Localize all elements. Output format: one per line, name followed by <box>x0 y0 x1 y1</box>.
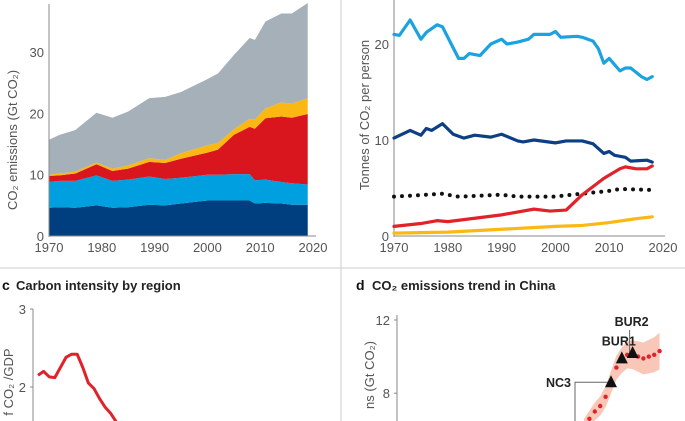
panel-a-x-tick: 1990 <box>140 240 169 255</box>
panel-a-area-series-1 <box>49 200 308 236</box>
panel-d-triangle-marker <box>615 351 628 364</box>
panel-b-line-series-5 <box>392 215 654 235</box>
panel-d-data-point <box>646 354 651 359</box>
panel-d-annotation-label: NC3 <box>546 376 571 390</box>
panel-a-area-series-5 <box>49 3 308 175</box>
panel-d-uncertainty-band <box>584 332 660 421</box>
panel-a-ylabel: CO₂ emissions (Gt CO₂) <box>5 70 20 210</box>
panel-d-y-tick: 8 <box>383 386 390 401</box>
panel-b-line-series-1 <box>392 18 654 82</box>
panel-b-y-tick: 20 <box>375 37 389 52</box>
panel-b-y-tick: 10 <box>375 133 389 148</box>
panel-c-title: Carbon intensity by region <box>16 278 181 293</box>
panel-b-line-series-2 <box>392 122 654 164</box>
panel-a-area-series-2 <box>49 174 308 208</box>
panel-a-x-tick: 2010 <box>246 240 275 255</box>
panel-d-data-point <box>652 352 657 357</box>
panel-a-x-tick: 1980 <box>87 240 116 255</box>
panel-a-area-series-3 <box>49 114 308 185</box>
panel-d-data-point <box>657 348 662 354</box>
panel-c-line-series-1 <box>37 352 118 421</box>
panel-b-x-tick: 2020 <box>649 240 678 255</box>
panel-b-x-tick: 1990 <box>487 240 516 255</box>
panel-c-letter: c <box>2 277 10 293</box>
panel-a-x-tick: 1970 <box>35 240 64 255</box>
panel-b-x-tick: 2000 <box>541 240 570 255</box>
panel-d-data-point <box>598 403 603 409</box>
panel-d-y-tick: 12 <box>376 313 390 328</box>
panel-a-y-tick: 20 <box>30 106 44 121</box>
panel-b-x-tick: 1970 <box>380 240 409 255</box>
panel-d-annotation-leader <box>574 381 611 421</box>
panel-b-x-tick: 1980 <box>433 240 462 255</box>
panel-d-data-point <box>641 356 646 361</box>
panel-a-x-tick: 2020 <box>299 240 328 255</box>
panel-d-annotation-label: BUR2 <box>615 315 649 329</box>
panel-a-area-series-4 <box>49 98 308 176</box>
panel-d-ylabel: ns (Gt CO₂) <box>362 341 377 409</box>
panel-b-line-series-4 <box>392 164 654 228</box>
panel-c-y-tick: 3 <box>19 302 26 317</box>
panel-d-title: CO₂ emissions trend in China <box>372 278 556 293</box>
panel-b-line-series-3 <box>392 186 655 199</box>
panel-b-y-tick: 0 <box>382 229 389 244</box>
panel-a-x-tick: 2000 <box>193 240 222 255</box>
panel-c-y-tick: 2 <box>19 380 26 395</box>
panel-d-data-point <box>614 365 619 370</box>
panel-d-data-point <box>587 416 592 421</box>
panel-d-data-point <box>592 409 597 414</box>
panel-b-ylabel: Tonnes of CO₂ per person <box>357 40 372 190</box>
panel-a-y-tick: 10 <box>30 168 44 183</box>
panel-d-annotation-label: BUR1 <box>602 334 636 348</box>
panel-a-y-tick: 0 <box>37 229 44 244</box>
panel-d-triangle-marker <box>626 345 639 358</box>
panel-d-triangle-marker <box>605 375 617 388</box>
panel-d-letter: d <box>356 277 365 293</box>
panel-c-ylabel: f CO₂ /GDP <box>1 348 16 415</box>
panel-b-x-tick: 2010 <box>595 240 624 255</box>
panel-d-data-point <box>603 394 608 400</box>
panel-a-y-tick: 30 <box>30 45 44 60</box>
